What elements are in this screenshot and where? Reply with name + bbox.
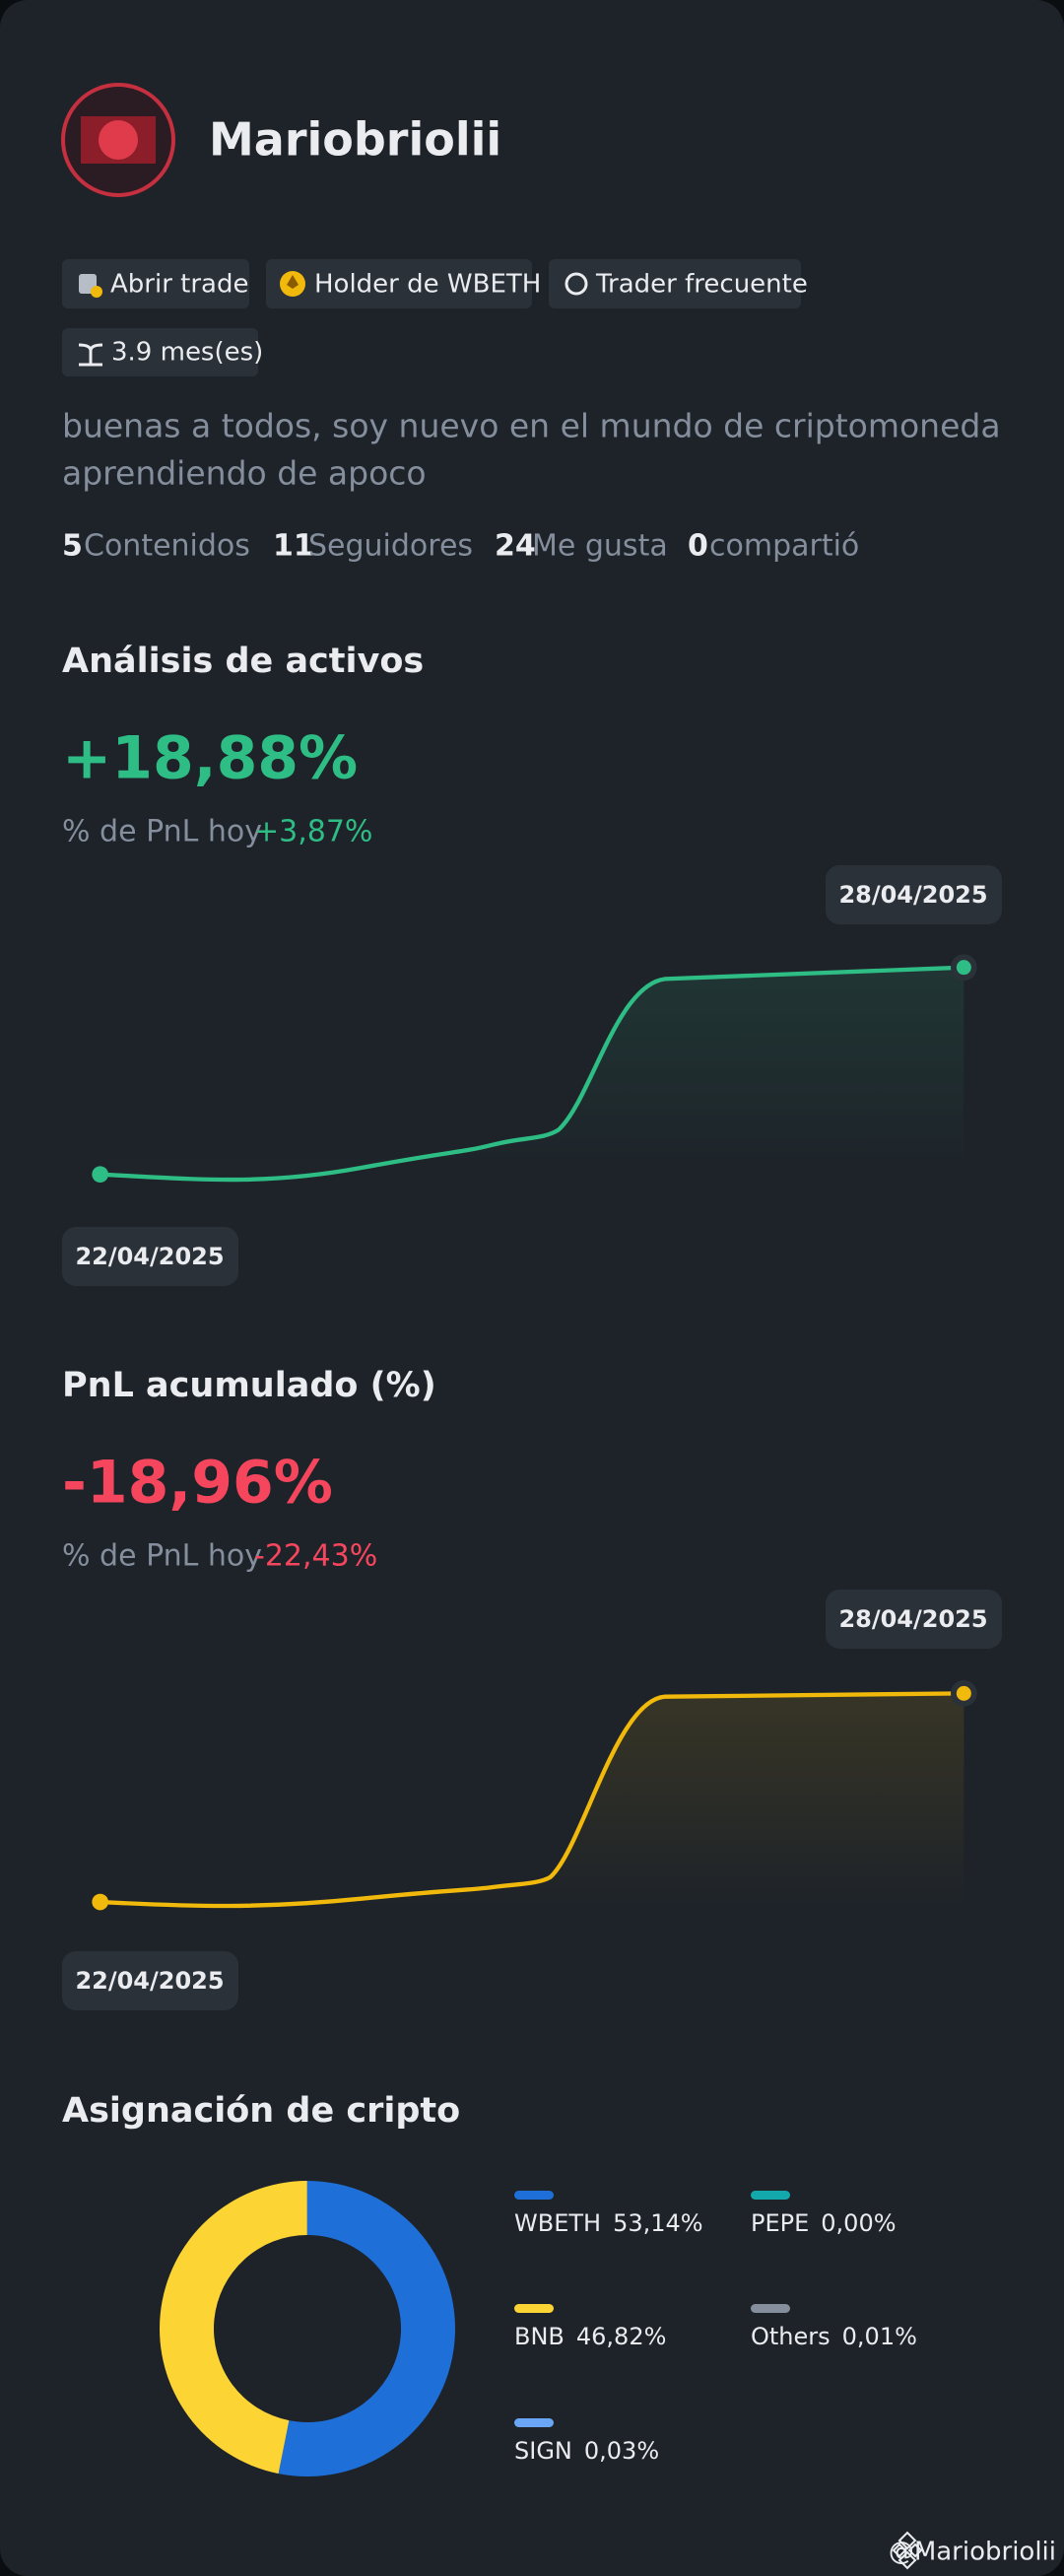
line-chart	[92, 1680, 977, 1911]
area	[100, 1693, 964, 1907]
area	[100, 967, 964, 1181]
legend-swatch	[514, 2191, 554, 2200]
legend-swatch	[514, 2304, 554, 2313]
pnl-section: Análisis de activos +18,88% % de PnL hoy…	[62, 642, 1002, 1286]
grid	[96, 1608, 968, 1998]
badge-text: Trader frecuente	[595, 270, 808, 300]
point	[956, 960, 971, 976]
tooltip	[826, 865, 1002, 924]
donut-segment	[160, 2181, 307, 2474]
legend-swatch	[751, 2304, 790, 2313]
today-label: % de PnL hoy	[62, 815, 262, 849]
stat-label: compartió	[709, 529, 859, 564]
today-value: +3,87%	[254, 815, 372, 849]
tooltip	[826, 1590, 1002, 1649]
start-date: 22/04/2025	[75, 1243, 224, 1270]
legend-value: 0,01%	[842, 2323, 917, 2350]
avatar	[61, 83, 175, 197]
legend-value: 53,14%	[613, 2209, 703, 2237]
legend-value: 0,00%	[821, 2209, 896, 2237]
badge: Abrir trade	[62, 259, 249, 308]
section-title: Asignación de cripto	[62, 2091, 460, 2131]
line	[100, 965, 964, 1183]
start-date: 22/04/2025	[75, 1967, 224, 1995]
legend-name: Others	[751, 2323, 831, 2350]
point	[92, 1166, 109, 1184]
stat-label: Me gusta	[532, 529, 668, 564]
today-label: % de PnL hoy	[62, 1539, 262, 1574]
badge: Holder de WBETH	[266, 259, 541, 308]
point	[92, 1893, 109, 1911]
legend-name: PEPE	[751, 2209, 809, 2237]
legend-name: SIGN	[514, 2437, 572, 2465]
stat-label: Contenidos	[84, 529, 250, 564]
pnl-value: +18,88%	[62, 724, 358, 793]
user-name: Mariobriolii	[209, 113, 501, 167]
donut-segment	[278, 2181, 456, 2476]
point	[956, 1685, 971, 1701]
stat-count: 0	[688, 529, 708, 564]
badge: 3.9 mes(es)	[62, 328, 263, 376]
end-date: 28/04/2025	[838, 881, 987, 909]
legend-name: WBETH	[514, 2209, 601, 2237]
today-value: -22,43%	[254, 1539, 377, 1574]
bio-line: buenas a todos, soy nuevo en el mundo de…	[62, 407, 1001, 445]
line-chart	[92, 954, 977, 1184]
legend-swatch	[751, 2191, 790, 2200]
legend-swatch	[514, 2418, 554, 2427]
stat-count: 11	[273, 529, 314, 564]
legend-name: BNB	[514, 2323, 565, 2350]
pnl-section: PnL acumulado (%) -18,96% % de PnL hoy -…	[62, 1366, 1002, 2010]
badge-text: Abrir trade	[110, 270, 248, 300]
badge-text: 3.9 mes(es)	[111, 338, 263, 368]
section-title: PnL acumulado (%)	[62, 1366, 436, 1405]
badge: Trader frecuente	[549, 259, 808, 308]
watermark: @Mariobriolii	[889, 2538, 1056, 2567]
stat-count: 5	[62, 529, 83, 564]
tooltip	[62, 1951, 238, 2010]
pnl-value: -18,96%	[62, 1449, 333, 1518]
end-date: 28/04/2025	[838, 1605, 987, 1633]
tooltip	[62, 1227, 238, 1286]
legend-value: 0,03%	[584, 2437, 659, 2465]
footer: @Mariobriolii	[889, 2531, 1056, 2570]
line	[100, 1691, 964, 1909]
badge-text: Holder de WBETH	[314, 270, 541, 300]
stat-label: Seguidores	[308, 529, 473, 564]
stat-count: 24	[495, 529, 536, 564]
section-title: Análisis de activos	[62, 642, 424, 681]
legend-value: 46,82%	[576, 2323, 667, 2350]
bio-line: aprendiendo de apoco	[62, 454, 427, 493]
